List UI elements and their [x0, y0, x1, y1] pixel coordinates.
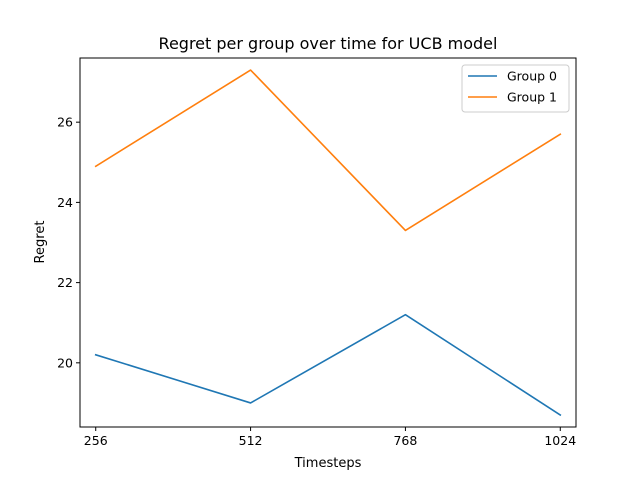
- y-tick-label: 22: [57, 275, 73, 290]
- legend-label: Group 1: [507, 90, 557, 105]
- x-axis-label: Timesteps: [294, 456, 362, 471]
- x-tick-label: 768: [393, 433, 417, 448]
- y-tick-label: 24: [57, 195, 73, 210]
- legend: Group 0 Group 1: [461, 64, 570, 113]
- y-tick-label: 20: [57, 355, 73, 370]
- y-tick-label: 26: [57, 115, 73, 130]
- plot-area-frame: [79, 57, 577, 428]
- series-line-group-1: [94, 69, 562, 232]
- x-tick-label: 1024: [544, 433, 576, 448]
- y-axis-label: Regret: [33, 221, 48, 264]
- series-lines: [94, 69, 562, 417]
- legend-label: Group 0: [507, 69, 557, 84]
- x-axis: 256 512 768 1024: [84, 427, 576, 448]
- x-tick-label: 512: [239, 433, 263, 448]
- x-tick-label: 256: [84, 433, 108, 448]
- series-line-group-0: [94, 313, 562, 417]
- chart-title: Regret per group over time for UCB model: [159, 34, 498, 53]
- y-axis: 20 22 24 26: [57, 115, 80, 370]
